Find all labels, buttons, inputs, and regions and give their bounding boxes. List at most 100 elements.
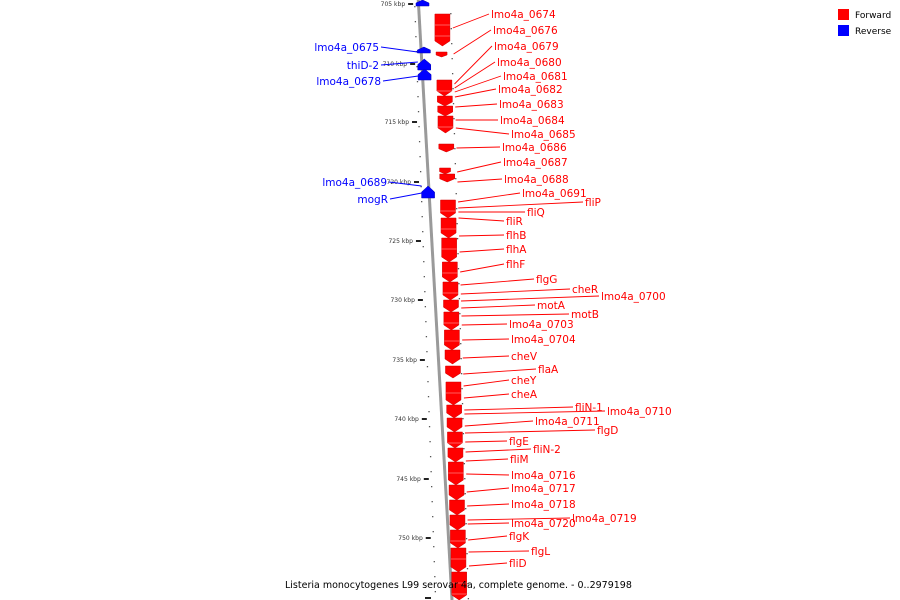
guide-dot <box>422 246 424 248</box>
forward-gene-block <box>434 13 451 47</box>
forward-gene-leader <box>467 517 571 521</box>
forward-gene-leader <box>464 429 596 434</box>
forward-gene-leader <box>457 161 502 173</box>
guide-dot <box>457 253 459 255</box>
forward-gene-leader <box>454 88 497 98</box>
gene-labels: lmo4a_0674 lmo4a_0676 lmo4a_0679 lmo4a_0680… <box>314 9 671 570</box>
forward-gene-block <box>443 311 460 331</box>
scale-tick <box>415 240 421 242</box>
guide-dot <box>433 546 435 548</box>
guide-dot <box>465 523 467 525</box>
reverse-gene-block <box>415 0 430 7</box>
guide-dot <box>428 426 431 428</box>
guide-dots <box>414 6 470 600</box>
forward-gene-leader <box>455 103 498 108</box>
scale-tick <box>414 181 420 183</box>
guide-dot <box>455 178 457 180</box>
forward-gene-leader <box>466 473 510 476</box>
scale-tick-label: 710 kbp <box>383 61 408 68</box>
reverse-gene-leader <box>382 75 419 82</box>
forward-gene-block <box>448 484 465 501</box>
legend-label-forward: Forward <box>855 11 891 21</box>
forward-gene-label: lmo4a_0679 <box>494 41 559 53</box>
reverse-gene-block <box>417 68 432 81</box>
forward-gene-label: fliR <box>506 216 523 228</box>
forward-gene-label: cheV <box>511 351 538 363</box>
forward-gene-leader <box>464 410 606 415</box>
forward-gene-leader <box>464 420 534 427</box>
forward-gene-label: motA <box>537 300 566 312</box>
forward-gene-leader <box>458 217 505 222</box>
forward-gene-leader <box>460 263 505 273</box>
reverse-gene-leader <box>389 192 422 200</box>
forward-gene-leader <box>456 146 501 149</box>
guide-dot <box>433 561 435 563</box>
forward-gene-label: flaA <box>538 364 559 376</box>
forward-gene-block <box>436 79 453 97</box>
forward-gene-label: flgG <box>536 274 557 286</box>
forward-gene-label: cheA <box>511 389 538 401</box>
guide-dot <box>414 6 416 8</box>
scale-tick-label: 740 kbp <box>394 416 419 423</box>
guide-dot <box>451 73 454 75</box>
forward-gene-label: lmo4a_0686 <box>502 142 567 154</box>
forward-gene-label: cheY <box>511 375 537 387</box>
forward-gene-label: flhA <box>506 244 527 256</box>
scale-ticks: 705 kbp 710 kbp 715 kbp 720 kbp 725 kbp 730 k… <box>381 1 431 599</box>
forward-gene-block <box>437 105 453 117</box>
forward-gene-block <box>439 173 455 183</box>
guide-dot <box>421 216 423 218</box>
forward-gene-block <box>440 217 457 239</box>
guide-dot <box>451 43 453 45</box>
reverse-gene-block <box>417 58 432 71</box>
guide-dot <box>431 501 433 503</box>
guide-dot <box>463 463 465 465</box>
guide-dot <box>434 591 436 593</box>
reverse-gene-leader <box>388 181 422 187</box>
forward-gene-block <box>440 199 456 219</box>
guide-dot <box>462 433 465 435</box>
forward-gene-block <box>439 167 451 175</box>
genome-track <box>414 0 470 600</box>
reverse-gene-label: lmo4a_0678 <box>316 76 381 88</box>
guide-dot <box>422 231 424 233</box>
forward-gene-block <box>450 529 466 549</box>
forward-gene-leader <box>458 201 584 209</box>
forward-gene-leader <box>453 29 492 55</box>
guide-dot <box>426 351 428 353</box>
forward-gene-leader <box>468 562 508 567</box>
reverse-gene-leader <box>380 61 418 66</box>
guide-dot <box>460 358 462 360</box>
forward-gene-label: fliN-2 <box>533 444 561 456</box>
guide-dot <box>453 118 455 120</box>
guide-dot <box>454 163 456 165</box>
forward-gene-block <box>449 514 466 531</box>
forward-gene-label: lmo4a_0676 <box>493 25 558 37</box>
scale-tick <box>410 63 416 65</box>
forward-gene-label: lmo4a_0704 <box>511 334 576 346</box>
guide-dot <box>423 261 425 263</box>
forward-gene-block <box>442 261 458 283</box>
guide-dot <box>428 411 430 413</box>
legend-label-reverse: Reverse <box>855 27 892 37</box>
forward-gene-block <box>437 115 454 134</box>
guide-dot <box>456 223 458 225</box>
guide-dot <box>427 381 429 383</box>
guide-dot <box>452 88 454 90</box>
guide-dot <box>465 508 467 510</box>
guide-dot <box>427 396 430 398</box>
guide-dot <box>451 58 453 60</box>
forward-gene-block <box>442 281 459 301</box>
forward-gene-label: lmo4a_0680 <box>497 57 562 69</box>
legend: Forward Reverse <box>838 9 892 37</box>
scale-tick-label: 705 kbp <box>381 1 406 8</box>
forward-gene-leader <box>464 406 574 411</box>
forward-gene-leader <box>463 393 510 399</box>
forward-gene-label: fliM <box>510 454 529 466</box>
forward-gene-block <box>447 431 463 449</box>
scale-tick-label: 745 kbp <box>396 476 421 483</box>
scale-tick <box>425 597 431 599</box>
forward-gene-label: lmo4a_0681 <box>503 71 568 83</box>
guide-dot <box>420 186 422 188</box>
